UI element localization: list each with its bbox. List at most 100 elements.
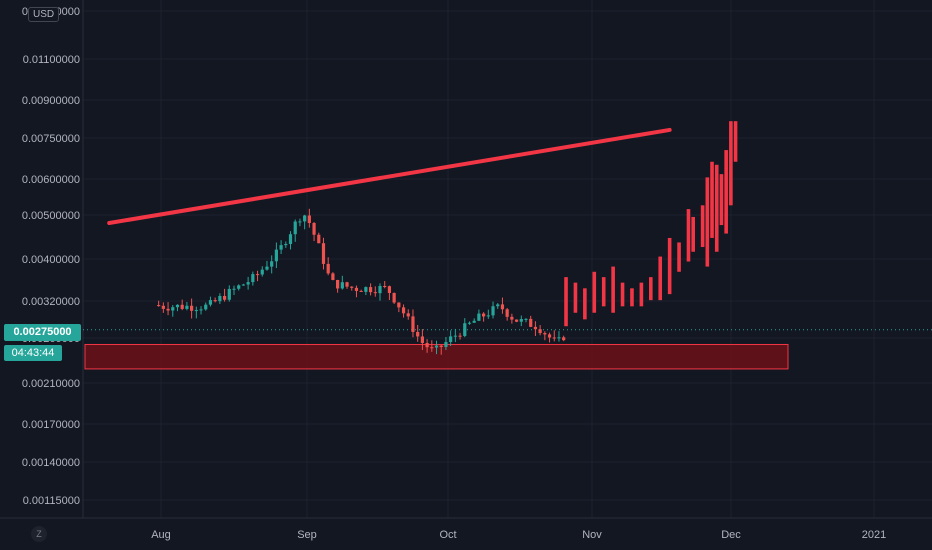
candle-body <box>359 290 363 292</box>
candle-body <box>241 284 246 286</box>
candle-body <box>387 286 392 293</box>
candle-body <box>208 300 213 305</box>
candle-body <box>166 308 170 311</box>
candle-body <box>547 334 552 338</box>
y-tick-label: 0.00400000 <box>22 254 80 266</box>
y-tick-label: 0.01100000 <box>23 54 80 66</box>
candle-body <box>185 305 189 309</box>
candle-body <box>453 335 457 337</box>
candle-body <box>204 304 208 310</box>
candle-body <box>472 320 476 323</box>
candle-body <box>265 266 269 270</box>
projection-bar <box>729 121 733 206</box>
x-tick-label: Oct <box>439 529 456 541</box>
projection-bar <box>700 205 705 248</box>
candle-body <box>317 234 321 244</box>
candle-body <box>227 288 231 300</box>
projection-bar <box>691 216 695 252</box>
countdown-badge: 04:43:44 <box>4 345 62 361</box>
candle-body <box>397 302 401 308</box>
projection-bar <box>573 282 578 313</box>
y-tick-label: 0.00115000 <box>23 495 80 507</box>
candle-body <box>557 337 561 339</box>
x-tick-label: Sep <box>297 529 317 541</box>
candle-body <box>298 221 302 223</box>
candle-body <box>180 304 184 309</box>
candle-body <box>232 288 236 290</box>
candle-body <box>543 333 547 335</box>
candle-body <box>538 329 542 334</box>
candle-body <box>477 313 481 321</box>
candle-body <box>383 285 387 287</box>
candle-body <box>218 295 222 302</box>
candle-body <box>171 307 175 311</box>
candle-body <box>420 336 424 343</box>
x-tick-label: Dec <box>721 529 741 541</box>
candle-body <box>439 345 443 347</box>
candle-body <box>222 295 227 300</box>
candle-body <box>251 274 255 283</box>
trendline <box>107 127 672 225</box>
candle-body <box>491 306 495 316</box>
candle-body <box>157 305 161 307</box>
candle-body <box>194 310 198 312</box>
y-tick-label: 0.00500000 <box>22 210 80 222</box>
y-tick-label: 0.00600000 <box>22 174 80 186</box>
candle-body <box>562 337 566 341</box>
projection-bar <box>677 242 681 272</box>
currency-button[interactable]: USD <box>28 7 60 22</box>
y-tick-label: 0.00140000 <box>22 457 80 469</box>
candle-body <box>458 335 462 337</box>
projection-bar <box>724 150 728 234</box>
candle-body <box>378 285 382 294</box>
candle-body <box>416 331 420 337</box>
candle-body <box>350 286 354 288</box>
y-tick-label: 0.00320000 <box>22 296 80 308</box>
candle-body <box>449 336 453 343</box>
candle-body <box>237 285 241 289</box>
candle-body <box>336 279 340 289</box>
candle-body <box>373 292 377 294</box>
candle-body <box>510 316 514 320</box>
candle-body <box>293 221 297 235</box>
y-tick-label: 0.00750000 <box>22 133 80 145</box>
candle-body <box>331 273 335 280</box>
candle-body <box>496 304 500 307</box>
candle-body <box>213 300 217 302</box>
candle-body <box>161 305 165 309</box>
candle-body <box>401 307 406 314</box>
candle-body <box>519 319 523 322</box>
projection-bar <box>639 282 644 307</box>
projection-bar <box>601 277 606 307</box>
candle-body <box>312 223 316 235</box>
projection-bar <box>649 277 653 301</box>
projection-bar <box>583 288 587 320</box>
candle-body <box>326 263 330 274</box>
candle-body <box>467 322 472 324</box>
candle-body <box>364 287 368 292</box>
projection-bar <box>719 174 724 226</box>
candle-body <box>270 261 274 267</box>
candle-body <box>430 347 434 349</box>
candle-body <box>260 269 264 275</box>
candle-body <box>463 323 467 336</box>
candle-body <box>368 287 373 293</box>
projection-bar <box>667 237 672 295</box>
x-tick-label: Aug <box>151 529 171 541</box>
candle-body <box>533 326 538 330</box>
projection-bar <box>710 161 714 238</box>
candle-body <box>175 304 180 308</box>
projection-bar <box>611 266 615 313</box>
y-tick-label: 0.00210000 <box>22 378 80 390</box>
candle-body <box>190 305 194 311</box>
timezone-button[interactable]: Z <box>31 526 47 542</box>
candle-body <box>500 304 505 310</box>
x-tick-label: 2021 <box>862 529 886 541</box>
candle-body <box>288 234 293 244</box>
projection-bar <box>705 177 710 267</box>
projection-bar <box>733 121 738 162</box>
candle-body <box>392 292 396 303</box>
candle-body <box>345 282 349 287</box>
